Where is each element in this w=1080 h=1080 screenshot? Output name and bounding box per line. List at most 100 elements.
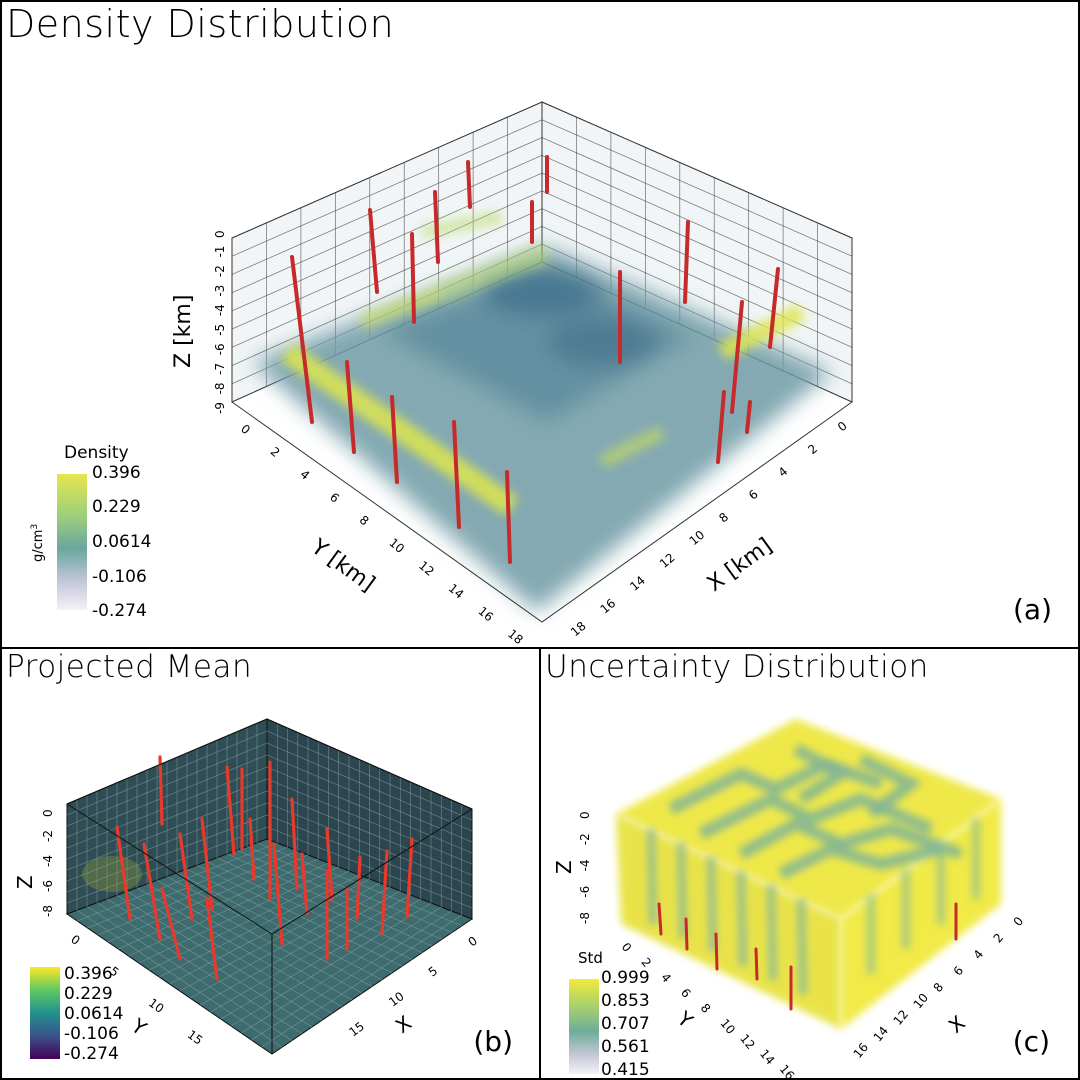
panel-uncertainty-distribution: Uncertainty Distribution 0 2 4 6 8 10 12 14 16 0 2… <box>539 647 1080 1080</box>
z-tick-label: -4 <box>213 304 227 316</box>
colorbar-unit: g/cm3 <box>30 524 46 562</box>
z-tick-label: -6 <box>213 343 227 355</box>
x-tick-label: 0 <box>466 934 480 950</box>
borehole <box>405 837 414 919</box>
borehole <box>716 390 726 464</box>
colorbar-gradient <box>30 967 60 1059</box>
borehole <box>466 160 472 209</box>
borehole <box>730 300 744 414</box>
y-tick-label: 15 <box>185 1027 206 1047</box>
x-tick-label: 16 <box>598 596 619 617</box>
borehole <box>380 849 389 936</box>
borehole <box>505 470 512 564</box>
colorbar-title: Density <box>64 443 129 463</box>
x-tick-label: 16 <box>851 1040 872 1061</box>
y-tick-label: 16 <box>475 604 496 625</box>
y-tick-label: 14 <box>757 1047 778 1068</box>
panel-label: (a) <box>1012 593 1052 626</box>
y-axis-label: Y <box>126 1013 151 1041</box>
y-axis-label: Y <box>672 1006 698 1033</box>
borehole <box>205 897 219 981</box>
z-tick-label: -8 <box>578 912 592 924</box>
x-tick-label: 2 <box>991 931 1007 946</box>
density-volume-plot: 024681012141618024681012141618-9-8-7-6-5… <box>30 101 853 648</box>
panel-title: Uncertainty Distribution <box>545 649 929 685</box>
y-tick-label: 0 <box>238 422 253 438</box>
x-tick-label: 0 <box>835 419 850 435</box>
borehole <box>754 947 759 981</box>
x-tick-label: 14 <box>627 573 648 594</box>
y-tick-label: 8 <box>698 1001 714 1016</box>
borehole <box>142 842 162 941</box>
boreholes <box>290 155 780 564</box>
borehole <box>452 420 461 529</box>
z-tick-label: -6 <box>41 880 55 892</box>
borehole <box>768 267 780 349</box>
borehole <box>714 932 719 971</box>
y-axis-label: Y [km] <box>306 534 380 597</box>
colorbar-tick-1: 0.229 <box>64 984 113 1004</box>
z-tick-label: -1 <box>213 246 227 258</box>
y-tick-label: 0 <box>68 932 82 948</box>
y-tick-label: 4 <box>658 970 674 985</box>
borehole <box>684 917 689 951</box>
borehole <box>433 190 440 264</box>
x-axis-label: X <box>391 1010 416 1038</box>
y-tick-label: 8 <box>357 513 372 529</box>
colorbar-tick-3: -0.106 <box>92 567 147 587</box>
boreholes <box>115 755 414 981</box>
borehole <box>300 852 309 916</box>
x-tick-label: 2 <box>805 441 820 457</box>
z-tick-label: -2 <box>213 265 227 277</box>
borehole <box>683 220 690 304</box>
x-tick-label: 4 <box>971 947 987 962</box>
borehole <box>158 755 164 826</box>
z-tick-label: -6 <box>578 886 592 898</box>
x-tick-label: 6 <box>951 964 967 979</box>
z-axis-label: Z <box>552 860 576 874</box>
x-tick-label: 18 <box>568 619 589 640</box>
z-tick-label: -7 <box>213 363 227 375</box>
borehole <box>368 208 379 294</box>
y-tick-label: 12 <box>737 1031 758 1052</box>
uncertainty-volume <box>616 719 1001 1029</box>
x-tick-label: 10 <box>687 528 708 549</box>
z-tick-label: -5 <box>213 324 227 336</box>
x-axis-label: X <box>944 1010 970 1037</box>
x-tick-label: 15 <box>346 1019 367 1039</box>
z-axis-label: Z [km] <box>171 295 196 368</box>
x-tick-label: 4 <box>776 464 791 480</box>
borehole <box>657 902 663 936</box>
z-tick-label: -4 <box>578 860 592 872</box>
colorbar-tick-4: -0.274 <box>92 601 147 621</box>
y-tick-label: 4 <box>297 467 312 483</box>
colorbar-gradient <box>57 474 87 610</box>
panel-label: (b) <box>473 1025 513 1058</box>
colorbar-gradient <box>569 979 599 1074</box>
z-tick-label: 0 <box>41 809 55 817</box>
x-tick-label: 5 <box>426 964 440 980</box>
borehole <box>115 825 132 921</box>
x-axis-label: X [km] <box>703 533 777 596</box>
colorbar-title: Std <box>578 949 603 967</box>
y-tick-label: 10 <box>386 535 407 556</box>
y-tick-label: 12 <box>416 558 437 579</box>
colorbar-tick-2: 0.707 <box>601 1014 650 1034</box>
colorbar-tick-2: 0.0614 <box>64 1004 123 1024</box>
z-tick-label: -9 <box>213 402 227 414</box>
x-tick-label: 14 <box>871 1024 892 1045</box>
borehole <box>160 887 182 961</box>
y-tick-label: 6 <box>678 986 694 1001</box>
z-axis-label: Z <box>13 875 37 889</box>
colorbar: Density g/cm3 0.396 0.229 0.0614 -0.106 … <box>30 443 151 621</box>
panel-title: Projected Mean <box>6 649 253 685</box>
colorbar: Std 0.999 0.853 0.707 0.561 0.415 <box>569 949 650 1080</box>
colorbar-tick-4: -0.274 <box>64 1044 119 1064</box>
colorbar-tick-4: 0.415 <box>601 1060 650 1080</box>
x-tick-label: 12 <box>657 550 678 571</box>
y-tick-label: 18 <box>505 627 526 648</box>
x-tick-label: 10 <box>911 991 932 1012</box>
z-tick-label: -4 <box>41 855 55 867</box>
